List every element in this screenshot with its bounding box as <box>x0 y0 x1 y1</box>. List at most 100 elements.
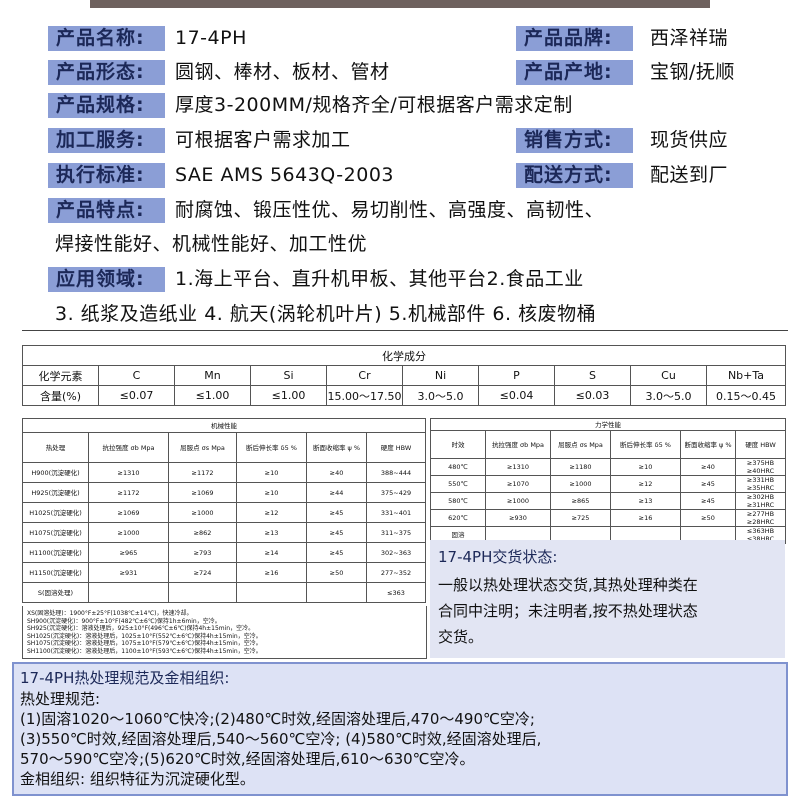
header-cell: 硬度 HBW <box>366 432 426 463</box>
data-row: H925(沉淀硬化) ≥1172 ≥1069 ≥10 ≥44 375~429 <box>22 482 426 503</box>
cell: ≥931 <box>88 562 169 583</box>
cell: ≥1069 <box>88 502 169 523</box>
cell: 311~375 <box>366 522 426 543</box>
cell: 388~444 <box>366 462 426 483</box>
header-cell: 屈服点 σs Mpa <box>550 430 611 459</box>
cell: ≥1000 <box>168 502 237 523</box>
header-cell: 化学元素 <box>22 365 99 386</box>
cell: ≥16 <box>236 562 307 583</box>
table-title: 机械性能 <box>22 418 426 433</box>
cell: 331~401 <box>366 502 426 523</box>
header-cell: 时效 <box>430 430 486 459</box>
cell: H900(沉淀硬化) <box>22 462 89 483</box>
cell: 15.00～17.50 <box>326 385 403 406</box>
cell: ≥1172 <box>168 462 237 483</box>
cell: H1150(沉淀硬化) <box>22 562 89 583</box>
cell: 620℃ <box>430 509 486 527</box>
data-row: H1075(沉淀硬化) ≥1000 ≥862 ≥13 ≥45 311~375 <box>22 522 426 543</box>
cell: ≥10 <box>610 458 681 476</box>
cell: ≥12 <box>236 502 307 523</box>
note-line: XS(固溶处理)：1900°F±25°F(1038℃±14℃)，快速冷却。 <box>27 610 193 617</box>
spec-value: 1.海上平台、直升机甲板、其他平台2.食品工业 <box>175 268 584 290</box>
header-cell: 断面收缩率 ψ % <box>680 430 736 459</box>
cell: ≤1.00 <box>250 385 327 406</box>
header-cell: P <box>478 365 555 386</box>
note-line: SH1100(沉淀硬化)：溶液处理后，1100±10°F(593℃±6℃)保持4… <box>27 647 262 655</box>
cell: ≥50 <box>680 509 736 527</box>
cell <box>168 582 237 603</box>
header-row: 时效 抗拉强度 σb Mpa 屈服点 σs Mpa 断后伸长率 δ5 % 断面收缩率 ψ… <box>430 430 786 459</box>
header-cell: Mn <box>174 365 251 386</box>
header-cell: Cr <box>326 365 403 386</box>
cell: ≤363 <box>366 582 426 603</box>
cell: ≥1070 <box>485 475 551 493</box>
spec-label: 产品产地: <box>516 60 633 85</box>
divider <box>22 330 788 331</box>
header-cell: 抗拉强度 σb Mpa <box>88 432 169 463</box>
data-row: H900(沉淀硬化) ≥1310 ≥1172 ≥10 ≥40 388~444 <box>22 462 426 483</box>
data-row: 620℃ ≥930 ≥725 ≥16 ≥50 ≥277HB ≥28HRC <box>430 509 786 527</box>
header-cell: Si <box>250 365 327 386</box>
heat-treatment-line: (3)550℃时效,经固溶处理后,540～560℃空冷; (4)580℃时效,经… <box>20 730 542 748</box>
spec-value: 3. 纸浆及造纸业 4. 航天(涡轮机叶片) 5.机械部件 6. 核废物桶 <box>55 303 597 325</box>
cell: 0.15～0.45 <box>706 385 786 406</box>
cell: ≤1.00 <box>174 385 251 406</box>
header-cell: 断面收缩率 ψ % <box>306 432 367 463</box>
cell: ≥14 <box>236 542 307 563</box>
cell: ≥45 <box>306 542 367 563</box>
header-cell: S <box>554 365 631 386</box>
cell: 375~429 <box>366 482 426 503</box>
delivery-box: 17-4PH交货状态: 一般以热处理状态交货,其热处理种类在 合同中注明；未注明者… <box>430 540 785 658</box>
data-row: 固溶 ≤363HB ≤38HRC <box>430 526 786 544</box>
data-row: 480℃ ≥1310 ≥1180 ≥10 ≥40 ≥375HB ≥40HRC <box>430 458 786 476</box>
header-cell: 屈服点 σs Mpa <box>168 432 237 463</box>
cell: ≥10 <box>236 462 307 483</box>
cell: S(固溶处理) <box>22 582 89 603</box>
data-row: H1100(沉淀硬化) ≥965 ≥793 ≥14 ≥45 302~363 <box>22 542 426 563</box>
spec-value: 焊接性能好、机械性能好、加工性优 <box>55 233 368 255</box>
cell: ≥44 <box>306 482 367 503</box>
table-title: 力学性能 <box>430 418 786 431</box>
spec-value: 西泽祥瑞 <box>650 27 729 49</box>
cell <box>306 582 367 603</box>
cell: ≥16 <box>610 509 681 527</box>
spec-label: 加工服务: <box>48 128 165 153</box>
cell: ≥45 <box>680 475 736 493</box>
cell: ≥13 <box>236 522 307 543</box>
cell: H1075(沉淀硬化) <box>22 522 89 543</box>
note-line: SH1025(沉淀硬化)：溶液处理后，1025±10°F(552℃±6℃)保持4… <box>27 632 262 640</box>
cell: 3.0～5.0 <box>402 385 479 406</box>
delivery-line: 合同中注明；未注明者,按不热处理状态 <box>438 602 698 620</box>
cell: ≥45 <box>680 492 736 510</box>
cell: ≥10 <box>236 482 307 503</box>
table-title: 化学成分 <box>22 345 786 366</box>
header-cell: Nb+Ta <box>706 365 786 386</box>
cell: ≥865 <box>550 492 611 510</box>
data-row: 含量(%) ≤0.07 ≤1.00 ≤1.00 15.00～17.50 3.0～5.0 ≤0… <box>22 385 786 406</box>
cell: ≤0.07 <box>98 385 175 406</box>
spec-label: 应用领域: <box>48 267 165 292</box>
cell: H1100(沉淀硬化) <box>22 542 89 563</box>
header-row: 化学元素 C Mn Si Cr Ni P S Cu Nb+Ta <box>22 365 786 386</box>
heat-treatment-line: (1)固溶1020～1060℃快冷;(2)480℃时效,经固溶处理后,470～4… <box>20 710 535 728</box>
cell: ≥1000 <box>485 492 551 510</box>
spec-label: 产品特点: <box>48 198 165 223</box>
cell: ≥1000 <box>550 475 611 493</box>
note-line: SH900(沉淀硬化)：900°F±10°F(482℃±6℃)保持1h±6min… <box>27 617 221 625</box>
header-cell: Cu <box>630 365 707 386</box>
cell: ≥45 <box>306 522 367 543</box>
mech-notes: XS(固溶处理)：1900°F±25°F(1038℃±14℃)，快速冷却。 SH9… <box>22 606 427 659</box>
cell: H1025(沉淀硬化) <box>22 502 89 523</box>
spec-value: 可根据客户需求加工 <box>175 129 351 151</box>
data-row: H1150(沉淀硬化) ≥931 ≥724 ≥16 ≥50 277~352 <box>22 562 426 583</box>
cell: ≥331HB ≥35HRC <box>735 475 786 493</box>
cell: ≥1310 <box>88 462 169 483</box>
spec-value: 17-4PH <box>175 27 247 49</box>
header-row: 热处理 抗拉强度 σb Mpa 屈服点 σs Mpa 断后伸长率 δ5 % 断面收缩率 … <box>22 432 426 463</box>
cell: 含量(%) <box>22 385 99 406</box>
header-cell: 断后伸长率 δ5 % <box>610 430 681 459</box>
spec-label: 配送方式: <box>516 163 633 188</box>
header-cell: C <box>98 365 175 386</box>
cell: ≥930 <box>485 509 551 527</box>
